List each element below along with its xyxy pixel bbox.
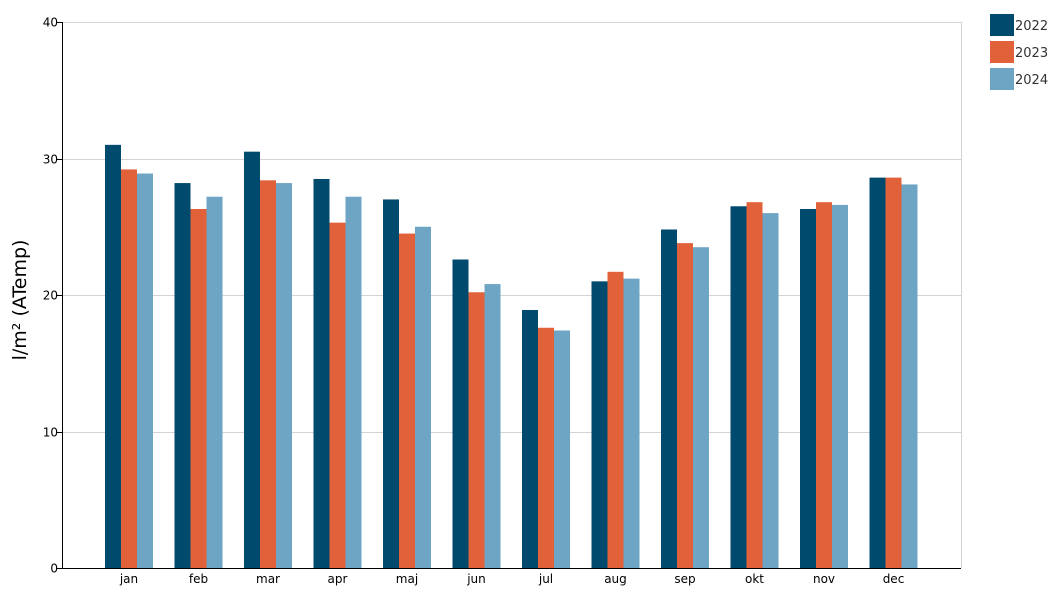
bar-2022-feb — [174, 183, 191, 568]
legend: 2022 2023 2024 — [990, 14, 1048, 90]
legend-swatch — [990, 14, 1014, 36]
y-tick-label: 30 — [43, 153, 58, 167]
x-tick-label: jan — [119, 572, 138, 586]
bar-2024-jan — [137, 173, 153, 568]
y-tick-label: 40 — [43, 16, 58, 30]
x-tick-label: feb — [189, 572, 208, 586]
bar-2022-aug — [591, 281, 608, 568]
bar-2024-maj — [415, 226, 431, 568]
bar-2023-sep — [677, 243, 693, 568]
bar-2022-jun — [452, 259, 469, 568]
bar-2023-jun — [468, 292, 485, 568]
bar-2023-jan — [121, 169, 137, 569]
bar-2023-okt — [746, 202, 763, 568]
x-tick-label: dec — [883, 572, 905, 586]
legend-label: 2022 — [1015, 19, 1048, 34]
bar-2023-maj — [399, 233, 415, 568]
x-tick-label: jun — [466, 572, 486, 586]
x-tick-label: okt — [745, 572, 764, 586]
bar-2024-jun — [484, 284, 501, 568]
bar-2023-nov — [816, 202, 832, 568]
bar-2023-aug — [607, 271, 624, 568]
bar-2023-jul — [538, 327, 554, 568]
bars — [105, 144, 918, 569]
bar-2023-dec — [885, 177, 902, 569]
bar-2024-aug — [623, 278, 640, 568]
legend-item-2023[interactable]: 2023 — [990, 41, 1048, 63]
y-tick-label: 0 — [50, 562, 58, 576]
bar-2024-dec — [901, 184, 918, 568]
bar-2024-sep — [693, 247, 709, 568]
bar-2023-feb — [190, 209, 207, 568]
x-tick-label: aug — [604, 572, 627, 586]
x-tick-labels: jan feb mar apr maj jun jul aug sep okt nov dec — [119, 572, 904, 586]
legend-item-2022[interactable]: 2022 — [990, 14, 1048, 36]
bar-2022-maj — [383, 199, 399, 568]
x-tick-label: apr — [328, 572, 348, 586]
x-tick-label: mar — [256, 572, 280, 586]
x-tick-label: jul — [538, 572, 553, 586]
bar-2022-mar — [244, 151, 260, 568]
bar-2022-jul — [522, 310, 538, 568]
bar-2024-nov — [832, 204, 848, 568]
bar-2024-mar — [276, 183, 292, 568]
x-tick-label: sep — [674, 572, 695, 586]
axes — [57, 22, 961, 569]
x-tick-label: nov — [813, 572, 835, 586]
y-tick-label: 20 — [43, 289, 58, 303]
y-tick-label: 10 — [43, 426, 58, 440]
bar-2024-jul — [554, 330, 570, 568]
bar-2022-dec — [869, 177, 886, 569]
legend-item-2024[interactable]: 2024 — [990, 68, 1048, 90]
y-tick-labels: 0 10 20 30 40 — [43, 16, 58, 576]
x-tick-label: maj — [396, 572, 418, 586]
bar-2024-okt — [762, 213, 779, 568]
bar-2024-feb — [206, 196, 223, 568]
legend-swatch — [990, 68, 1014, 90]
bar-2022-jan — [105, 144, 121, 568]
legend-label: 2023 — [1015, 46, 1048, 61]
bar-2023-mar — [260, 180, 276, 568]
bar-2022-sep — [661, 229, 677, 569]
bar-2022-nov — [800, 209, 816, 568]
bar-2022-apr — [313, 178, 330, 568]
bar-2024-apr — [345, 196, 362, 568]
bar-2022-okt — [730, 206, 747, 568]
y-axis-label: l/m² (ATemp) — [9, 240, 31, 361]
legend-label: 2024 — [1015, 73, 1048, 88]
bar-2023-apr — [329, 222, 346, 568]
legend-swatch — [990, 41, 1014, 63]
